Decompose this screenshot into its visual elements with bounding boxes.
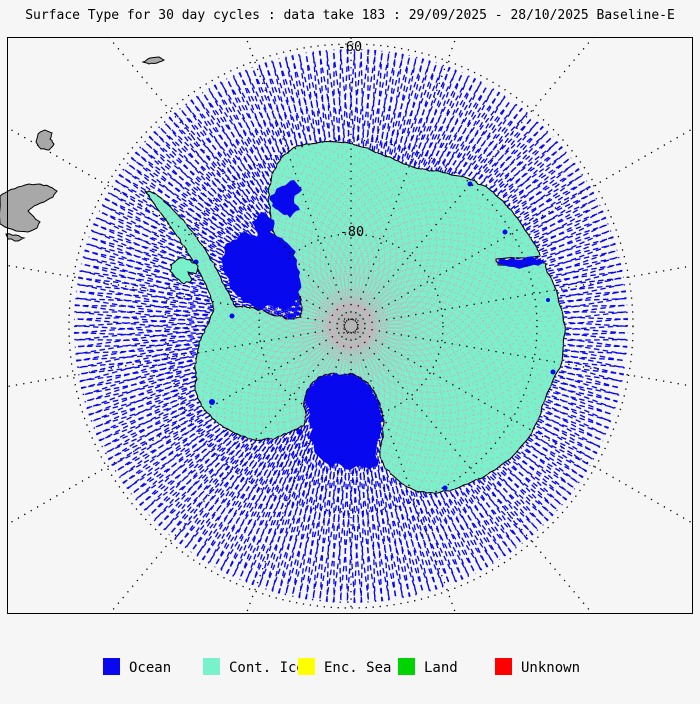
legend-swatch xyxy=(203,658,220,675)
legend-swatch xyxy=(298,658,315,675)
legend-swatch xyxy=(495,658,512,675)
pole-data-hole xyxy=(335,310,367,342)
legend-label: Ocean xyxy=(129,660,172,676)
sea-patches xyxy=(193,180,556,491)
legend-label: Unknown xyxy=(521,660,581,676)
lat-label-80: -80 xyxy=(340,224,364,240)
legend-label: Land xyxy=(424,660,458,676)
ice-island xyxy=(169,257,199,285)
lat-label-60: -60 xyxy=(338,39,362,55)
land-masses xyxy=(0,56,166,242)
legend-swatch xyxy=(398,658,415,675)
legend: Ocean Cont. Ice Enc. Sea Land Unknown xyxy=(0,648,700,700)
plot-frame xyxy=(7,37,693,614)
legend-swatch xyxy=(103,658,120,675)
legend-label: Enc. Sea xyxy=(324,660,392,676)
legend-label: Cont. Ice xyxy=(229,660,305,676)
plot-title: Surface Type for 30 day cycles : data ta… xyxy=(25,8,675,23)
